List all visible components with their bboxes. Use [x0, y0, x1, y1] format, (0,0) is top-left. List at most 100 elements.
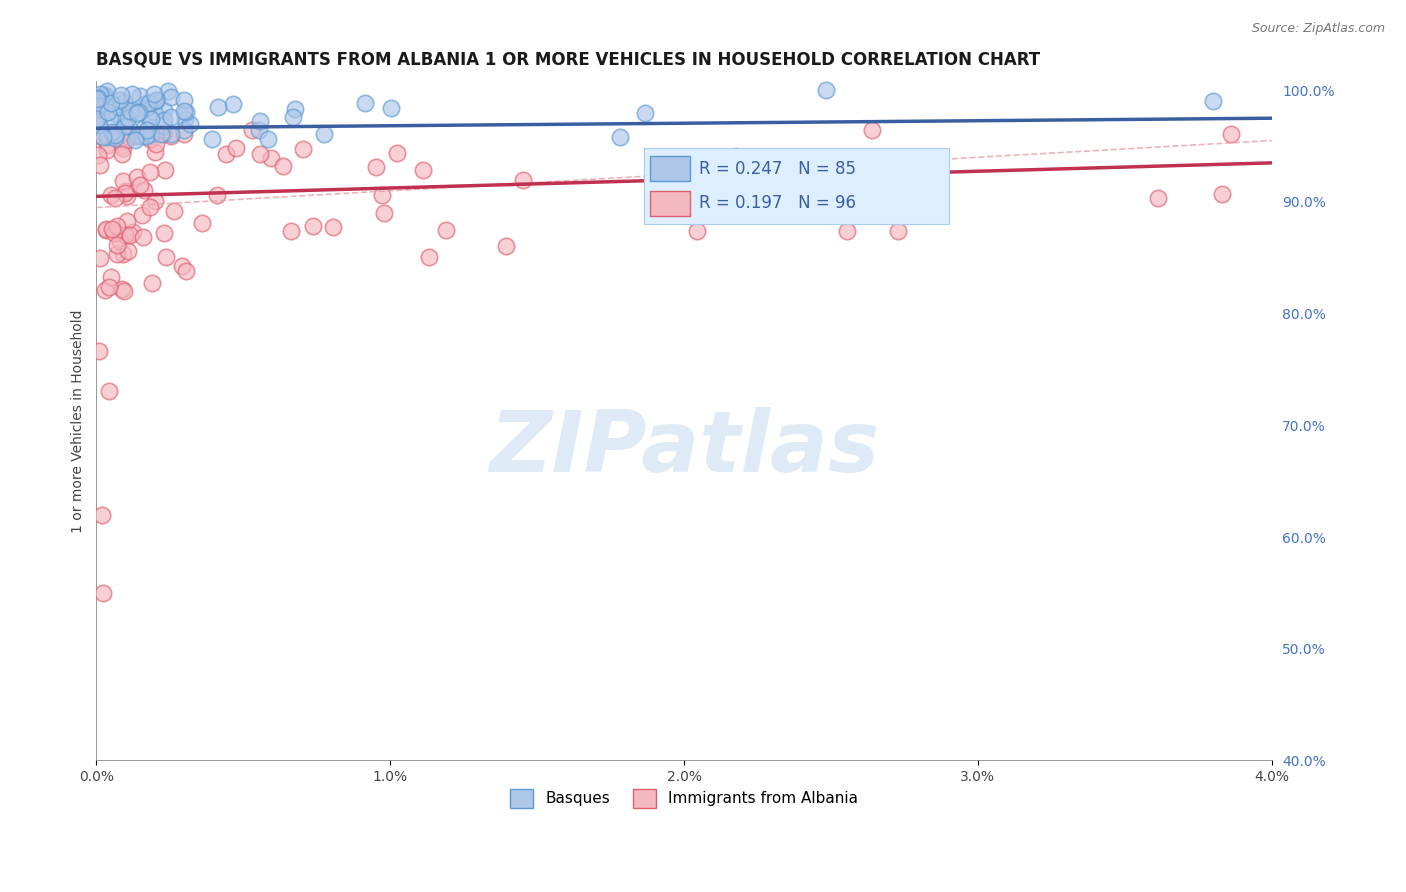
- Point: [155, 250, 177, 264]
- Point: [132, 229, 155, 244]
- Point: [111, 282, 134, 296]
- Point: [114, 119, 136, 133]
- Point: [94, 283, 117, 297]
- Point: [86, 92, 108, 106]
- Point: [139, 132, 162, 146]
- Point: [163, 203, 186, 218]
- Point: [143, 95, 166, 109]
- Point: [385, 146, 408, 161]
- Point: [115, 185, 138, 199]
- Point: [157, 84, 180, 98]
- Point: [115, 189, 138, 203]
- Point: [101, 222, 124, 236]
- Point: [160, 127, 183, 141]
- FancyBboxPatch shape: [651, 191, 690, 216]
- Point: [104, 131, 127, 145]
- Text: R = 0.247   N = 85: R = 0.247 N = 85: [699, 160, 856, 178]
- Point: [138, 201, 160, 215]
- Point: [149, 128, 172, 142]
- Point: [1211, 187, 1233, 202]
- Point: [105, 238, 128, 252]
- Point: [153, 163, 176, 178]
- Point: [201, 132, 224, 146]
- Point: [100, 188, 122, 202]
- Point: [160, 90, 183, 104]
- Point: [112, 141, 135, 155]
- Point: [128, 105, 150, 120]
- Point: [173, 123, 195, 137]
- Point: [145, 136, 167, 151]
- Point: [152, 127, 174, 141]
- Point: [138, 123, 160, 137]
- Point: [87, 113, 110, 128]
- Point: [240, 123, 263, 137]
- Point: [174, 104, 197, 119]
- Point: [1219, 127, 1241, 141]
- Point: [380, 101, 402, 115]
- Point: [260, 151, 283, 165]
- Point: [322, 219, 344, 234]
- Point: [153, 226, 176, 240]
- Point: [191, 216, 214, 230]
- Point: [93, 129, 115, 144]
- Point: [280, 224, 302, 238]
- Point: [117, 112, 139, 126]
- Point: [90, 508, 112, 522]
- Point: [179, 117, 201, 131]
- Point: [128, 128, 150, 142]
- Point: [112, 173, 135, 187]
- Point: [114, 228, 136, 243]
- Point: [100, 270, 122, 285]
- Point: [373, 206, 395, 220]
- Point: [291, 142, 314, 156]
- Point: [434, 223, 457, 237]
- Point: [104, 191, 127, 205]
- Point: [609, 130, 631, 145]
- Point: [87, 91, 110, 105]
- Point: [152, 119, 174, 133]
- Point: [205, 188, 228, 202]
- Point: [135, 129, 157, 144]
- Point: [173, 93, 195, 107]
- Point: [160, 110, 183, 124]
- Point: [860, 122, 883, 136]
- Point: [118, 104, 141, 119]
- Point: [247, 123, 270, 137]
- Point: [138, 111, 160, 125]
- Point: [87, 148, 110, 162]
- Point: [89, 87, 111, 101]
- Point: [215, 146, 238, 161]
- Point: [686, 224, 709, 238]
- Point: [97, 105, 120, 120]
- Point: [131, 208, 153, 222]
- Point: [225, 141, 247, 155]
- Point: [138, 95, 160, 110]
- Point: [143, 145, 166, 159]
- Point: [129, 178, 152, 192]
- Point: [90, 90, 112, 104]
- Point: [143, 104, 166, 119]
- Point: [354, 96, 377, 111]
- Point: [136, 123, 159, 137]
- Point: [91, 88, 114, 103]
- Point: [89, 158, 111, 172]
- Point: [115, 133, 138, 147]
- Point: [89, 251, 111, 265]
- Text: R = 0.197   N = 96: R = 0.197 N = 96: [699, 194, 856, 212]
- Point: [1202, 95, 1225, 109]
- Point: [412, 162, 434, 177]
- Point: [145, 93, 167, 107]
- Point: [96, 138, 118, 153]
- Point: [96, 143, 118, 157]
- Point: [790, 174, 813, 188]
- Point: [835, 224, 858, 238]
- Point: [90, 125, 112, 139]
- Point: [111, 137, 134, 152]
- Point: [512, 173, 534, 187]
- Point: [98, 384, 121, 398]
- Point: [91, 586, 114, 600]
- Point: [249, 114, 271, 128]
- Point: [112, 95, 135, 109]
- Point: [103, 226, 125, 240]
- Point: [418, 250, 440, 264]
